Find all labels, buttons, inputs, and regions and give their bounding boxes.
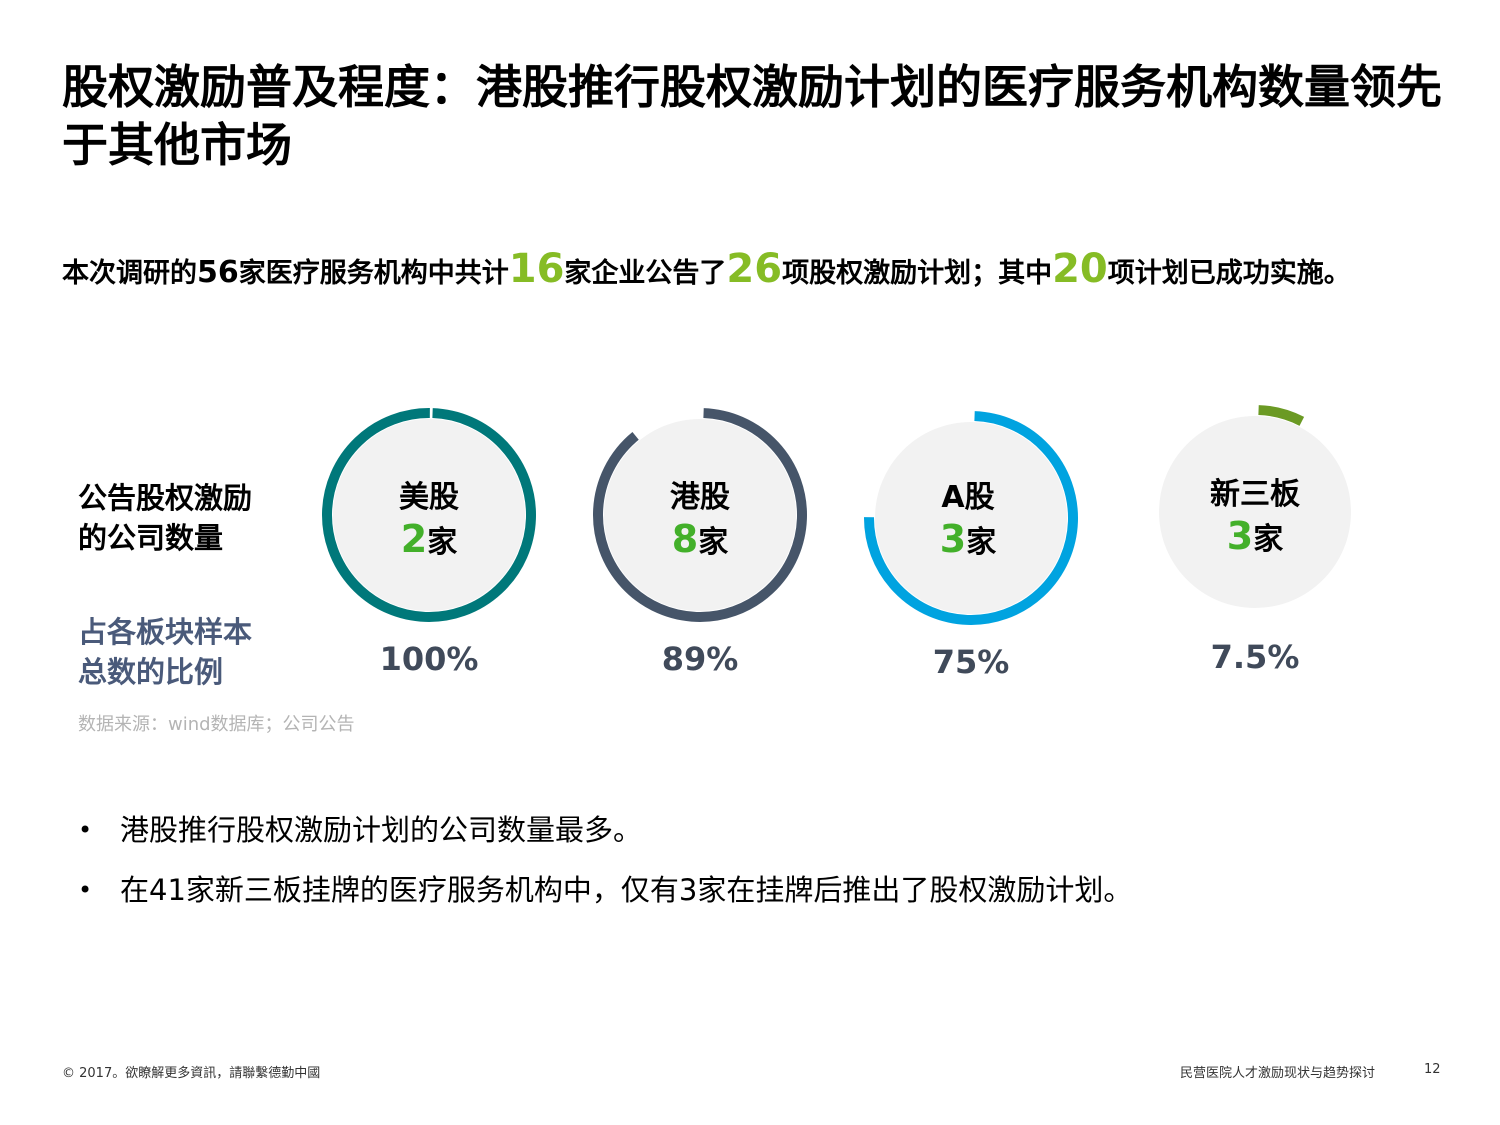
summary-text: 项计划已成功实施。 (1107, 258, 1351, 289)
market-name: 港股 (670, 480, 730, 515)
count-number: 2 (400, 517, 428, 561)
ring-a-share (864, 411, 1078, 625)
market-name: A股 (941, 480, 995, 515)
bullet-text: 在41家新三板挂牌的医疗服务机构中，仅有3家在挂牌后推出了股权激励计划。 (120, 873, 1133, 907)
ratio-a-share: 75% (932, 643, 1010, 681)
page-title: 股权激励普及程度：港股推行股权激励计划的医疗服务机构数量领先于其他市场 (62, 60, 1442, 172)
row-label-line: 占各板块样本 (78, 615, 253, 649)
market-name: 美股 (399, 480, 459, 515)
ring-hk (593, 408, 807, 622)
ring-label-us: 美股 2家 (329, 478, 529, 564)
row-label-line: 的公司数量 (78, 521, 224, 555)
ring-label-neeq: 新三板 3家 (1155, 475, 1355, 561)
summary-text: 项股权激励计划；其中 (782, 258, 1053, 289)
data-source-note: 数据来源：wind数据库；公司公告 (78, 714, 355, 735)
bullet-item: • 港股推行股权激励计划的公司数量最多。 (78, 800, 1132, 860)
ring-progress-arc (864, 411, 1078, 625)
company-count: 3家 (1155, 515, 1355, 561)
summary-statement: 本次调研的56家医疗服务机构中共计16家企业公告了26项股权激励计划；其中20项… (62, 246, 1422, 297)
bullet-dot-icon: • (78, 876, 93, 904)
ring-progress-arc (322, 408, 536, 622)
bullet-item: • 在41家新三板挂牌的医疗服务机构中，仅有3家在挂牌后推出了股权激励计划。 (78, 860, 1132, 920)
footer-report-title: 民营医院人才激励现状与趋势探讨 (1180, 1066, 1376, 1081)
count-unit: 家 (1253, 522, 1284, 557)
highlight-number: 16 (508, 246, 565, 292)
company-count: 3家 (868, 518, 1068, 564)
ring-background (333, 419, 525, 611)
ring-us (322, 408, 536, 622)
summary-text: 本次调研的 (62, 258, 197, 289)
ring-label-a-share: A股 3家 (868, 478, 1068, 564)
company-count: 8家 (600, 518, 800, 564)
ring-neeq (1148, 405, 1362, 619)
highlight-number: 20 (1052, 246, 1108, 292)
ring-background (875, 422, 1067, 614)
count-unit: 家 (966, 525, 997, 560)
count-number: 3 (1226, 514, 1254, 558)
page-number: 12 (1424, 1062, 1441, 1077)
row-label-line: 总数的比例 (78, 655, 224, 689)
highlight-number: 56 (197, 255, 239, 290)
count-unit: 家 (698, 525, 729, 560)
company-count: 2家 (329, 518, 529, 564)
count-number: 8 (671, 517, 699, 561)
footer-copyright: © 2017。欲瞭解更多資訊，請聯繫德勤中國 (62, 1066, 321, 1081)
bullet-dot-icon: • (78, 816, 93, 844)
row-label-sample-ratio: 占各板块样本 总数的比例 (78, 612, 252, 692)
summary-text: 家医疗服务机构中共计 (238, 258, 509, 289)
bullet-list: • 港股推行股权激励计划的公司数量最多。 • 在41家新三板挂牌的医疗服务机构中，仅… (78, 800, 1132, 920)
ratio-hk: 89% (661, 640, 739, 678)
row-label-company-count: 公告股权激励 的公司数量 (78, 478, 252, 558)
ring-progress-arc (593, 408, 807, 622)
ratio-neeq: 7.5% (1210, 638, 1300, 676)
ratio-us: 100% (379, 640, 479, 678)
count-unit: 家 (427, 525, 458, 560)
bullet-text: 港股推行股权激励计划的公司数量最多。 (120, 813, 643, 847)
ring-label-hk: 港股 8家 (600, 478, 800, 564)
count-number: 3 (939, 517, 967, 561)
row-label-line: 公告股权激励 (78, 481, 253, 515)
summary-text: 家企业公告了 (564, 258, 727, 289)
highlight-number: 26 (726, 246, 783, 292)
market-name: 新三板 (1210, 477, 1300, 512)
ring-background (604, 419, 796, 611)
ring-background (1159, 416, 1351, 608)
